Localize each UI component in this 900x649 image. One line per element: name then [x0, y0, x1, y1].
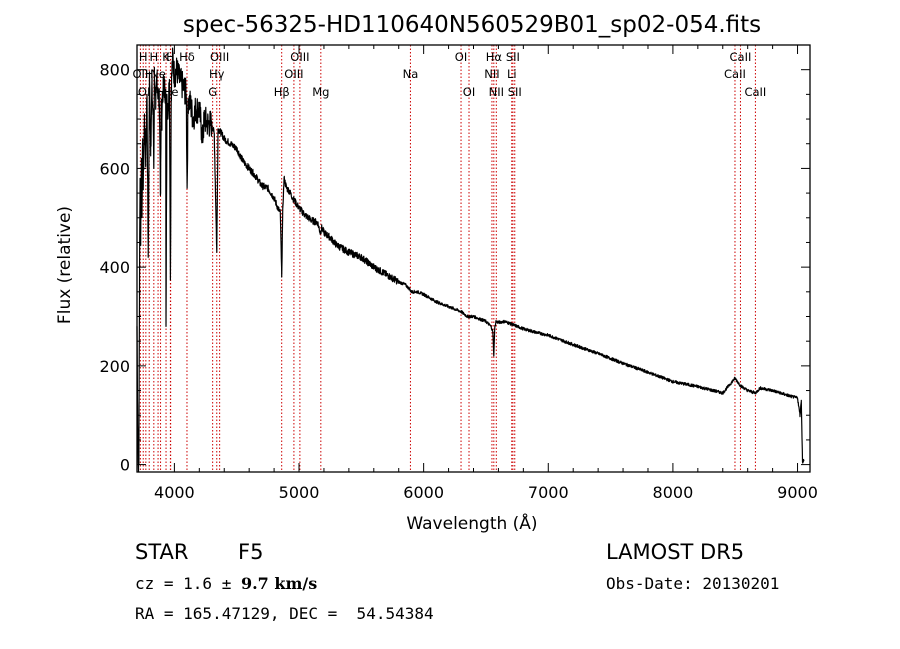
y-tick-label: 600 [99, 159, 130, 178]
line-label-caii: CaII [724, 67, 746, 81]
object-subclass: F5 [238, 540, 264, 564]
redshift-prefix: cz = 1.6 ± [135, 574, 241, 593]
line-label-hγ: Hγ [209, 67, 225, 81]
x-tick-label: 4000 [154, 483, 195, 502]
line-label-li: Li [507, 67, 517, 81]
line-label-h: H [149, 50, 158, 64]
chart-title: spec-56325-HD110640N560529B01_sp02-054.f… [183, 12, 761, 38]
line-label-oiii: OIII [290, 50, 309, 64]
spectral-line-markers [139, 45, 756, 472]
line-label-oi: OI [463, 85, 475, 99]
spectral-line-labels: OIIHOIIHHNeHKHHeHδGHγOIIIHβOIIIOIIIMgNaO… [132, 50, 766, 99]
line-label-na: Na [403, 67, 419, 81]
x-tick-label: 6000 [403, 483, 444, 502]
line-label-g: G [208, 85, 217, 99]
line-label-oi: OI [455, 50, 467, 64]
x-axis-label: Wavelength (Å) [406, 512, 537, 534]
line-label-mg: Mg [312, 85, 329, 99]
line-label-h: H [156, 85, 165, 99]
object-class: STAR [135, 540, 189, 564]
y-tick-label: 0 [120, 456, 130, 475]
x-axis-ticks: 4000 5000 6000 7000 8000 9000 [154, 45, 818, 502]
line-label-oiii: OIII [210, 50, 229, 64]
y-axis-label: Flux (relative) [55, 206, 75, 324]
y-tick-label: 200 [99, 357, 130, 376]
line-label-hβ: Hβ [274, 85, 290, 99]
y-tick-label: 400 [99, 258, 130, 277]
x-tick-label: 5000 [279, 483, 320, 502]
sky-coordinates: RA = 165.47129, DEC = 54.54384 [135, 604, 434, 623]
line-label-hα: Hα [486, 50, 503, 64]
line-label-hδ: Hδ [179, 50, 195, 64]
x-tick-label: 7000 [528, 483, 569, 502]
line-label-nii: NII [484, 67, 499, 81]
y-axis-ticks: 0 200 400 600 800 [99, 61, 810, 475]
line-label-k: K [162, 50, 170, 64]
spectrum-series-line [136, 47, 805, 473]
line-label-caii: CaII [744, 85, 766, 99]
line-label-sii: SII [508, 85, 522, 99]
y-tick-label: 800 [99, 61, 130, 80]
redshift-readout: cz = 1.6 ± 9.7 km/s [135, 574, 317, 593]
line-label-h: H [139, 50, 148, 64]
plot-frame [136, 44, 811, 473]
line-label-oiii: OIII [284, 67, 303, 81]
line-label-nii: NII [489, 85, 504, 99]
line-label-caii: CaII [730, 50, 752, 64]
line-label-h: H [166, 50, 175, 64]
survey-name: LAMOST DR5 [606, 540, 745, 564]
x-tick-label: 9000 [777, 483, 818, 502]
observation-date: Obs-Date: 20130201 [606, 574, 780, 593]
line-label-sii: SII [506, 50, 520, 64]
redshift-error: 9.7 km/s [240, 574, 318, 593]
x-tick-label: 8000 [653, 483, 694, 502]
